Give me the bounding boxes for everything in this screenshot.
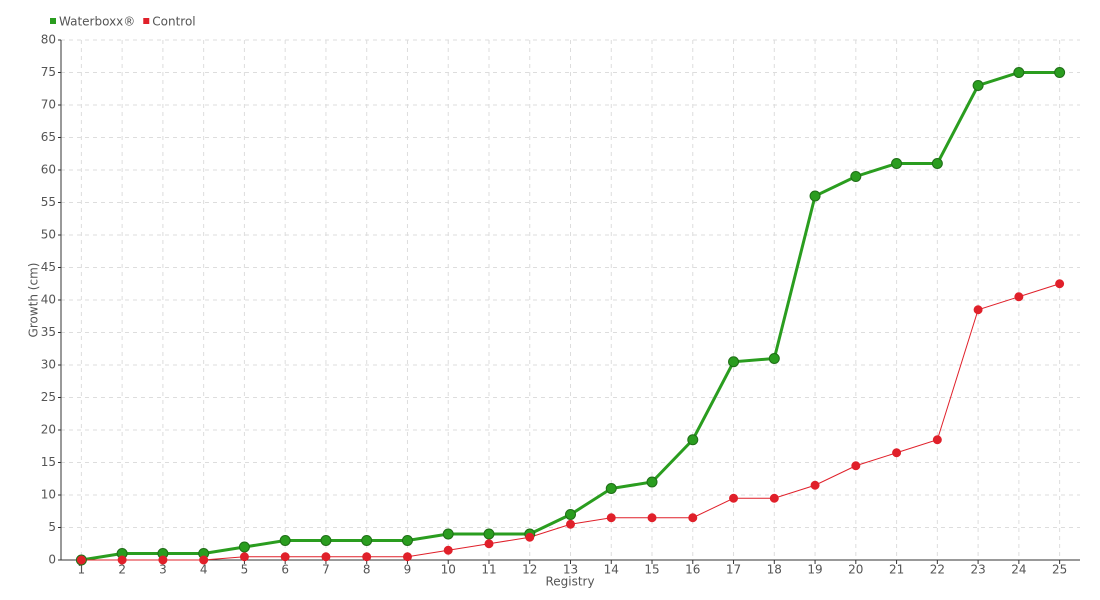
legend-label: Waterboxx®: [59, 15, 135, 29]
x-tick-label: 7: [322, 563, 330, 577]
x-tick-label: 2: [118, 563, 126, 577]
legend-swatch: [143, 18, 150, 24]
x-tick-label: 24: [1011, 563, 1026, 577]
y-tick-label: 60: [41, 163, 56, 177]
y-tick-label: 55: [41, 195, 56, 209]
legend-swatch: [50, 18, 56, 24]
data-point: [605, 483, 617, 494]
x-tick-label: 21: [889, 563, 904, 577]
y-tick-label: 10: [41, 488, 56, 502]
data-point: [117, 555, 127, 565]
data-point: [646, 476, 658, 488]
x-tick-label: 19: [807, 563, 822, 577]
y-tick-label: 80: [41, 33, 56, 47]
x-axis-label: Registry: [545, 575, 594, 589]
legend-label: Control: [152, 15, 195, 29]
x-tick-label: 15: [644, 563, 659, 577]
x-tick-label: 8: [363, 563, 371, 577]
x-tick-label: 4: [200, 563, 208, 577]
y-tick-label: 15: [41, 455, 56, 469]
data-point: [320, 535, 332, 546]
y-tick-label: 40: [41, 293, 56, 307]
x-tick-label: 10: [441, 563, 456, 577]
data-point: [1014, 292, 1024, 302]
data-point: [484, 539, 494, 549]
data-point: [931, 158, 943, 169]
data-point: [279, 535, 291, 546]
data-point: [1013, 67, 1025, 78]
data-point: [362, 552, 372, 562]
data-point: [238, 541, 250, 553]
y-tick-label: 65: [41, 130, 56, 144]
data-point: [809, 190, 821, 202]
data-point: [728, 356, 740, 368]
data-point: [769, 493, 779, 503]
data-point: [199, 555, 209, 565]
data-point: [687, 434, 699, 446]
data-point: [361, 535, 373, 546]
data-point: [810, 480, 820, 490]
y-tick-label: 0: [48, 553, 56, 567]
y-tick-label: 30: [41, 358, 56, 372]
x-tick-label: 20: [848, 563, 863, 577]
x-tick-label: 17: [726, 563, 741, 577]
data-point: [565, 509, 576, 520]
data-point: [566, 519, 575, 529]
x-tick-label: 25: [1052, 563, 1067, 577]
y-tick-label: 20: [41, 423, 56, 437]
x-tick-label: 1: [78, 563, 86, 577]
data-point: [972, 80, 984, 91]
data-point: [1054, 67, 1066, 78]
y-tick-label: 5: [48, 520, 56, 534]
data-point: [321, 552, 331, 562]
data-point: [647, 513, 657, 523]
y-tick-label: 45: [41, 260, 56, 274]
data-point: [280, 552, 290, 562]
x-tick-label: 12: [522, 563, 537, 577]
data-point: [443, 545, 453, 555]
data-point: [442, 528, 454, 540]
data-point: [892, 448, 902, 458]
data-point: [729, 493, 739, 503]
data-point: [891, 158, 903, 169]
x-tick-label: 16: [685, 563, 700, 577]
y-tick-label: 50: [41, 228, 56, 242]
y-tick-label: 35: [41, 325, 56, 339]
x-tick-label: 3: [159, 563, 167, 577]
x-tick-label: 13: [563, 563, 578, 577]
x-tick-label: 11: [481, 563, 496, 577]
y-axis-label: Growth (cm): [27, 263, 41, 338]
data-point: [768, 353, 780, 364]
x-tick-label: 18: [767, 563, 782, 577]
data-point: [851, 461, 861, 471]
x-tick-label: 22: [930, 563, 945, 577]
x-tick-label: 6: [281, 563, 289, 577]
y-tick-label: 75: [41, 65, 56, 79]
data-point: [973, 305, 983, 315]
x-tick-label: 14: [604, 563, 619, 577]
y-tick-label: 70: [41, 98, 56, 112]
data-point: [932, 435, 942, 445]
data-point: [688, 513, 698, 523]
data-point: [850, 171, 862, 182]
data-point: [76, 555, 86, 565]
data-point: [239, 552, 249, 562]
data-point: [401, 535, 413, 546]
data-point: [483, 528, 495, 540]
data-point: [1055, 279, 1065, 289]
y-tick-label: 25: [41, 390, 56, 404]
data-point: [606, 513, 616, 523]
data-point: [402, 552, 412, 562]
x-tick-label: 9: [404, 563, 412, 577]
data-point: [525, 532, 535, 542]
x-tick-label: 23: [970, 563, 985, 577]
x-tick-label: 5: [241, 563, 249, 577]
data-point: [158, 555, 168, 565]
